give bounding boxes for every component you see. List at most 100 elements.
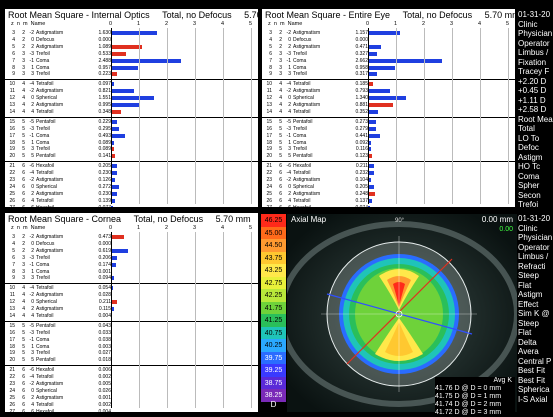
cell-n: 3 (17, 269, 25, 275)
scale-tick-label: 3 (193, 225, 196, 231)
cell-n: 5 (274, 146, 282, 152)
cell-name: Astigmatism (36, 30, 63, 36)
cell-m: -4 (26, 285, 34, 291)
cell-z: 11 (266, 88, 272, 94)
cell-name: Astigmatism (36, 102, 63, 108)
col-n: n (274, 21, 277, 27)
cell-name: Spherical (293, 184, 314, 190)
avg-k-title: Avg K (435, 377, 515, 385)
cell-n: 5 (17, 146, 25, 152)
cell-n: 2 (274, 37, 282, 43)
cell-name: Tetrafoil (293, 109, 311, 115)
cell-n: 4 (17, 299, 25, 305)
info-line: Best Fit (518, 366, 553, 376)
col-z: z (11, 21, 14, 27)
cell-name: Astigmatism (293, 191, 320, 197)
cell-z: 12 (9, 95, 15, 101)
order-separator (5, 79, 258, 80)
cell-name: Coma (293, 133, 306, 139)
cell-name: Tetrafoil (36, 285, 54, 291)
cell-z: 9 (9, 71, 15, 77)
cell-z: 9 (9, 275, 15, 281)
total-label: Total, no Defocus (403, 10, 473, 20)
cell-n: 4 (17, 306, 25, 312)
cell-n: 3 (274, 71, 282, 77)
cell-value: 0.493 (81, 133, 111, 139)
cell-name: Trefoil (36, 255, 50, 261)
cell-name: Pentafoil (36, 323, 55, 329)
cell-name: Astigmatism (36, 177, 63, 183)
cell-z: 26 (9, 198, 15, 204)
cell-n: 6 (17, 177, 25, 183)
cell-n: 4 (17, 292, 25, 298)
scale-gridline (167, 28, 168, 204)
cell-name: Coma (293, 58, 306, 64)
cell-value: 0.004 (81, 409, 111, 412)
cell-n: 2 (274, 30, 282, 36)
order-separator (5, 365, 258, 366)
info-line: +0.45 D (518, 86, 553, 96)
cell-value: 1.089 (81, 44, 111, 50)
info-line: Flat (518, 281, 553, 291)
rms-bar (368, 134, 380, 138)
cell-z: 18 (9, 140, 15, 146)
cell-m: -4 (283, 81, 291, 87)
panel-title-text: Root Mean Square - Entire Eye (265, 10, 390, 20)
col-name: Name (31, 21, 46, 27)
cell-name: Astigmatism (36, 44, 63, 50)
cell-n: 6 (17, 170, 25, 176)
cell-value: 0.018 (81, 357, 111, 363)
cell-z: 14 (266, 109, 272, 115)
cell-n: 3 (17, 58, 25, 64)
map-radius-readout: 0.00 mm (482, 215, 513, 224)
cell-z: 23 (9, 381, 15, 387)
cell-name: Coma (36, 65, 49, 71)
info-line: Total (518, 124, 553, 134)
scale-gridline (396, 28, 397, 204)
rms-bar (368, 59, 442, 63)
cell-m: 3 (26, 146, 34, 152)
cell-z: 13 (9, 306, 15, 312)
cell-n: 3 (274, 58, 282, 64)
col-m: m (23, 21, 28, 27)
cell-name: Coma (36, 337, 49, 343)
scale-tick-label: 4 (478, 21, 481, 27)
order-separator (5, 117, 258, 118)
cell-value: 0.104 (338, 177, 368, 183)
scale-gridline (368, 28, 369, 204)
scale-gridline (167, 232, 168, 408)
cell-name: Astigmatism (36, 88, 63, 94)
cell-n: 2 (17, 44, 25, 50)
rms-bar (111, 127, 119, 131)
map-point-readout: 0.00 (499, 226, 513, 233)
order-separator (262, 79, 515, 80)
legend-swatch: 38.75 (261, 377, 286, 390)
cell-m: -3 (26, 330, 34, 336)
info-line: Effect (518, 300, 553, 310)
cell-name: Pentafoil (36, 357, 55, 363)
cell-value: 0.533 (81, 51, 111, 57)
cell-name: Coma (293, 65, 306, 71)
cell-m: 2 (26, 395, 34, 401)
order-separator (262, 117, 515, 118)
cell-name: Astigmatism (293, 88, 320, 94)
cell-n: 5 (17, 330, 25, 336)
cell-value: 0.000 (81, 241, 111, 247)
cell-name: Hexafoil (36, 367, 54, 373)
cell-z: 22 (9, 374, 15, 380)
scale-gridline (480, 28, 481, 204)
